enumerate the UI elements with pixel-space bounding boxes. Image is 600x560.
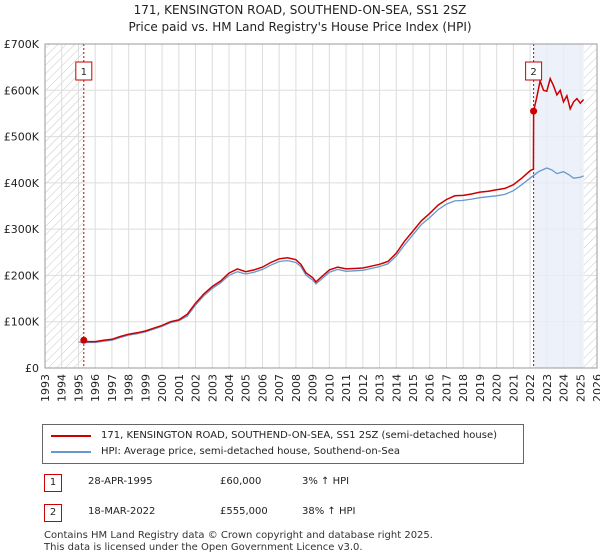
chart-title-address: 171, KENSINGTON ROAD, SOUTHEND-ON-SEA, S… (133, 3, 467, 17)
x-tick-label: 2010 (323, 374, 336, 402)
sale-label-box-2 (525, 61, 543, 81)
hatched-region-2 (583, 44, 597, 368)
x-tick-label: 1998 (123, 374, 136, 402)
y-tick-label: £300K (4, 223, 40, 236)
sale-label-1: 1 (81, 67, 87, 78)
sale-hpi-change: 38% ↑ HPI (302, 506, 356, 517)
sale-marker-1 (80, 336, 88, 344)
x-tick-label: 2023 (541, 374, 554, 402)
x-tick-label: 2009 (307, 374, 320, 402)
x-tick-label: 2019 (474, 374, 487, 402)
sale-label-box-1 (75, 61, 93, 81)
series-line-hpi (78, 167, 584, 344)
x-tick-label: 1995 (72, 374, 85, 402)
x-tick-label: 2004 (223, 374, 236, 402)
chart-subtitle: Price paid vs. HM Land Registry's House … (128, 20, 472, 34)
footer-copyright: Contains HM Land Registry data © Crown c… (44, 530, 433, 541)
legend-swatch-hpi (51, 451, 91, 453)
x-tick-label: 2021 (507, 374, 520, 402)
x-tick-label: 1996 (89, 374, 102, 402)
x-tick-label: 2012 (357, 374, 370, 402)
x-tick-label: 2011 (340, 374, 353, 402)
legend-label-property: 171, KENSINGTON ROAD, SOUTHEND-ON-SEA, S… (101, 430, 498, 441)
y-tick-label: £600K (4, 84, 40, 97)
x-tick-label: 2016 (424, 374, 437, 402)
sale-label-2: 2 (530, 67, 536, 78)
y-tick-label: £100K (4, 316, 40, 329)
plot-frame (44, 43, 598, 369)
x-tick-label: 2015 (407, 374, 420, 402)
x-tick-label: 2022 (524, 374, 537, 402)
sale-marker-2 (530, 107, 538, 115)
y-tick-label: £0 (25, 362, 39, 375)
y-tick-label: £400K (4, 177, 40, 190)
sale-badge: 2 (44, 504, 62, 522)
legend-label-hpi: HPI: Average price, semi-detached house,… (101, 446, 400, 457)
footer-licence: This data is licensed under the Open Gov… (44, 542, 363, 553)
y-tick-label: £200K (4, 269, 40, 282)
x-tick-label: 2002 (190, 374, 203, 402)
x-tick-label: 2003 (206, 374, 219, 402)
sale-price: £555,000 (220, 506, 268, 517)
x-tick-label: 2007 (273, 374, 286, 402)
legend: 171, KENSINGTON ROAD, SOUTHEND-ON-SEA, S… (42, 424, 524, 464)
sale-date: 18-MAR-2022 (88, 506, 156, 517)
x-tick-label: 2020 (491, 374, 504, 402)
sale-row-2: 2 18-MAR-2022 £555,000 38% ↑ HPI (44, 504, 464, 522)
x-tick-label: 2006 (256, 374, 269, 402)
hatched-region-1 (45, 44, 84, 368)
x-tick-label: 1999 (139, 374, 152, 402)
sale-hpi-change: 3% ↑ HPI (302, 476, 350, 487)
x-tick-label: 2000 (156, 374, 169, 402)
x-tick-label: 2013 (374, 374, 387, 402)
x-tick-label: 1993 (39, 374, 52, 402)
x-tick-label: 2017 (440, 374, 453, 402)
x-tick-label: 2024 (558, 374, 571, 402)
series-line-property (83, 76, 585, 343)
sale-price: £60,000 (220, 476, 262, 487)
y-tick-label: £700K (4, 38, 40, 51)
sale-date: 28-APR-1995 (88, 476, 153, 487)
x-tick-label: 2008 (290, 374, 303, 402)
sale-badge: 1 (44, 474, 62, 492)
x-tick-label: 2005 (240, 374, 253, 402)
x-tick-label: 2014 (390, 374, 403, 402)
y-tick-label: £500K (4, 131, 40, 144)
price-chart: £0 £100K £200K £300K £400K £500K £600K £700K 199… (4, 38, 600, 402)
x-tick-label: 1994 (56, 374, 69, 402)
x-tick-label: 2025 (574, 374, 587, 402)
post-sale-shade (533, 44, 584, 368)
x-tick-label: 2026 (591, 374, 600, 402)
x-tick-label: 1997 (106, 374, 119, 402)
legend-swatch-property (51, 435, 91, 437)
sale-row-1: 1 28-APR-1995 £60,000 3% ↑ HPI (44, 474, 464, 492)
x-tick-label: 2018 (457, 374, 470, 402)
x-tick-label: 2001 (173, 374, 186, 402)
